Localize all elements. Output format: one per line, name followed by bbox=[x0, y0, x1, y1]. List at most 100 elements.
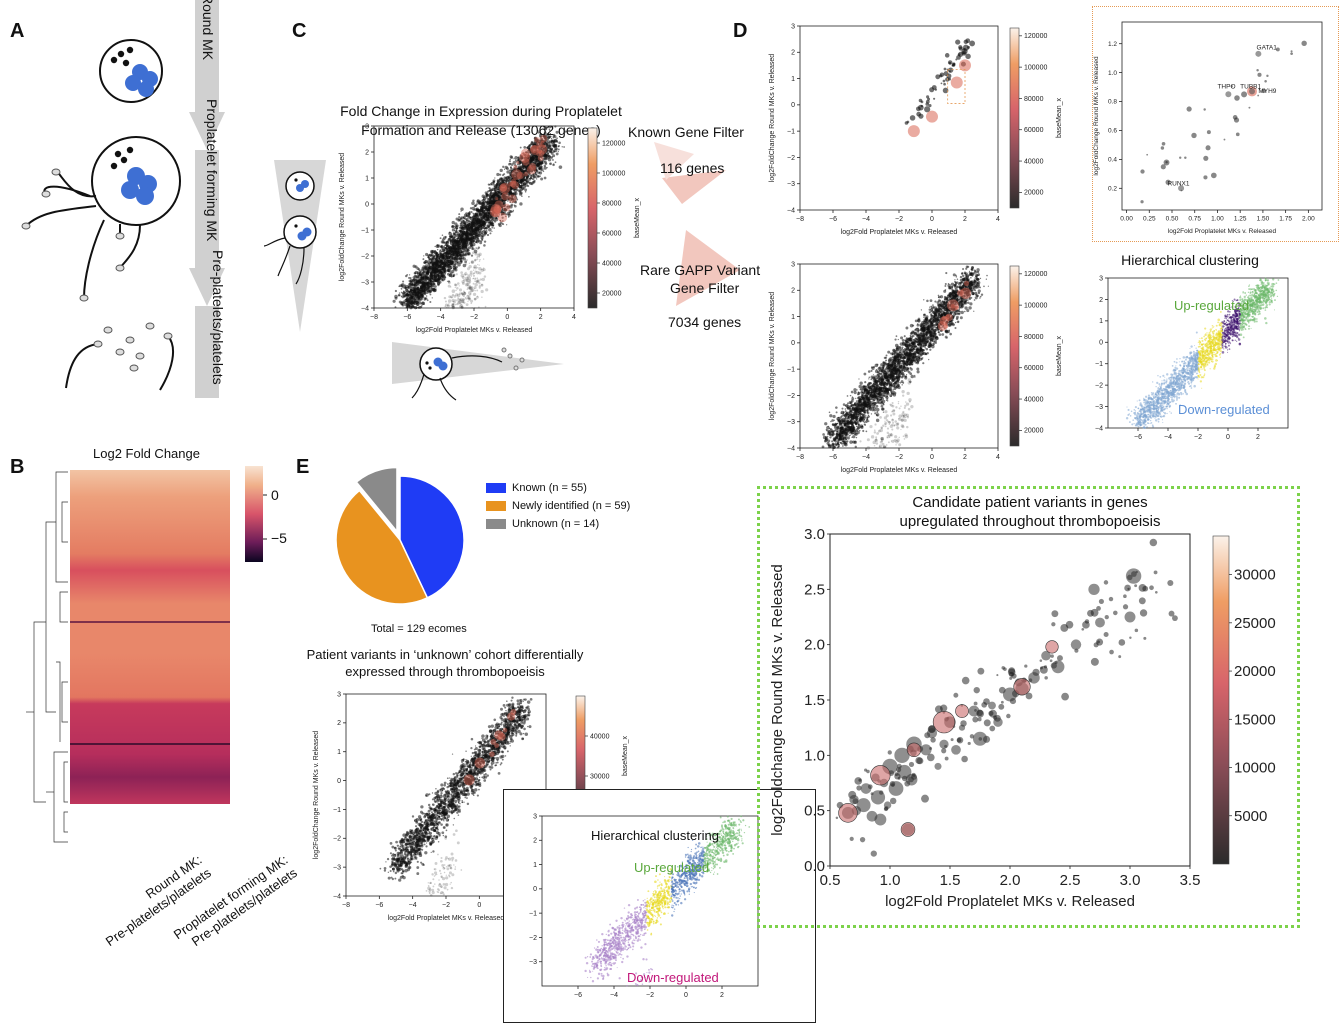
scatter-point bbox=[549, 163, 551, 165]
scatter-point bbox=[533, 153, 536, 157]
x-tick-label: −8 bbox=[796, 454, 804, 461]
scatter-point bbox=[421, 304, 423, 307]
scatter-point bbox=[449, 259, 451, 262]
y-tick-label: −1 bbox=[361, 227, 369, 234]
scatter-point bbox=[446, 259, 449, 262]
scatter-point bbox=[904, 121, 909, 125]
scatter-point bbox=[477, 246, 481, 249]
scatter-point bbox=[465, 297, 468, 300]
scatter-point bbox=[488, 208, 491, 211]
scatter-point bbox=[479, 231, 481, 234]
scatter-point bbox=[494, 217, 499, 222]
scatter-point bbox=[846, 436, 850, 440]
scatter-point bbox=[502, 165, 505, 169]
scatter-point bbox=[499, 168, 503, 173]
scatter-point bbox=[496, 208, 500, 213]
scatter-point bbox=[465, 250, 468, 253]
scatter-point bbox=[540, 177, 544, 181]
colorbar-tick-label: 100000 bbox=[1024, 64, 1047, 71]
scatter-point bbox=[464, 260, 467, 264]
scatter-point bbox=[493, 194, 496, 197]
scatter-point bbox=[943, 82, 946, 86]
scatter-point bbox=[457, 297, 459, 299]
scatter-point bbox=[538, 150, 542, 153]
highlight-point bbox=[491, 209, 500, 218]
scatter-point bbox=[426, 260, 431, 264]
y-tick-label: 0 bbox=[791, 102, 795, 109]
scatter-point bbox=[537, 130, 539, 132]
scatter-point bbox=[487, 216, 492, 220]
scatter-point bbox=[412, 289, 414, 292]
scatter-point bbox=[433, 276, 436, 279]
scatter-point bbox=[434, 245, 436, 248]
scatter-point bbox=[541, 158, 544, 160]
scatter-point bbox=[418, 291, 420, 294]
scatter-point bbox=[485, 218, 489, 222]
scatter-point bbox=[450, 267, 452, 270]
scatter-point bbox=[437, 265, 440, 269]
scatter-point bbox=[500, 177, 503, 180]
scatter-point bbox=[518, 190, 521, 193]
scatter-point bbox=[470, 223, 474, 227]
scatter-point bbox=[417, 306, 419, 309]
scatter-point bbox=[451, 303, 454, 306]
scatter-point bbox=[924, 106, 931, 113]
x-tick-label: −8 bbox=[796, 216, 804, 223]
scatter-point bbox=[466, 278, 470, 282]
scatter-point bbox=[501, 197, 505, 201]
y-tick-label: 2 bbox=[365, 149, 369, 156]
highlight-point bbox=[522, 158, 530, 166]
scatter-point bbox=[409, 288, 413, 292]
scatter-point bbox=[478, 201, 482, 205]
scatter-point bbox=[1261, 88, 1266, 94]
scatter-point bbox=[528, 147, 531, 150]
scatter-point bbox=[401, 301, 404, 304]
scatter-point bbox=[480, 283, 484, 287]
scatter-point bbox=[426, 299, 429, 302]
y-tick-label: −1 bbox=[787, 128, 795, 135]
scatter-point bbox=[501, 223, 503, 225]
scatter-point bbox=[475, 247, 477, 249]
filter-gapp-label2: Gene Filter bbox=[670, 280, 740, 296]
scatter-point bbox=[420, 288, 423, 290]
scatter-point bbox=[459, 223, 462, 225]
scatter-point bbox=[470, 289, 474, 293]
scatter-point bbox=[472, 266, 476, 269]
scatter-point bbox=[833, 419, 835, 421]
scatter-point bbox=[466, 288, 469, 291]
scatter-point bbox=[1248, 106, 1251, 109]
scatter-point bbox=[539, 144, 543, 148]
scatter-point bbox=[472, 292, 477, 297]
scatter-point bbox=[446, 304, 450, 308]
scatter-point bbox=[476, 199, 480, 203]
scatter-point bbox=[510, 163, 514, 166]
scatter-point bbox=[441, 278, 444, 281]
scatter-point bbox=[454, 283, 458, 287]
highlight-point bbox=[499, 183, 508, 192]
highlight-point bbox=[508, 194, 517, 203]
scatter-point bbox=[489, 232, 492, 235]
scatter-point bbox=[464, 276, 469, 281]
colorbar-tick-label: 60000 bbox=[1024, 127, 1044, 134]
y-tick-label: 0.8 bbox=[1108, 99, 1117, 106]
scatter-point bbox=[405, 274, 408, 278]
scatter-point bbox=[489, 193, 493, 196]
scatter-point bbox=[536, 156, 538, 158]
scatter-point bbox=[461, 293, 464, 296]
scatter-point bbox=[468, 298, 471, 301]
colorbar-label: baseMean_x bbox=[1056, 97, 1063, 138]
scatter-point bbox=[469, 279, 471, 281]
scatter-point bbox=[473, 204, 477, 208]
scatter-point bbox=[398, 292, 401, 294]
scatter-point bbox=[522, 166, 524, 169]
scatter-point bbox=[418, 271, 422, 274]
scatter-point bbox=[443, 241, 445, 244]
scatter-point bbox=[519, 146, 522, 149]
scatter-point bbox=[408, 274, 411, 276]
scatter-point bbox=[451, 305, 456, 310]
scatter-point bbox=[459, 224, 461, 227]
scatter-point bbox=[448, 302, 450, 304]
scatter-point bbox=[499, 221, 503, 225]
scatter-point bbox=[543, 164, 547, 168]
scatter-point bbox=[494, 189, 497, 193]
